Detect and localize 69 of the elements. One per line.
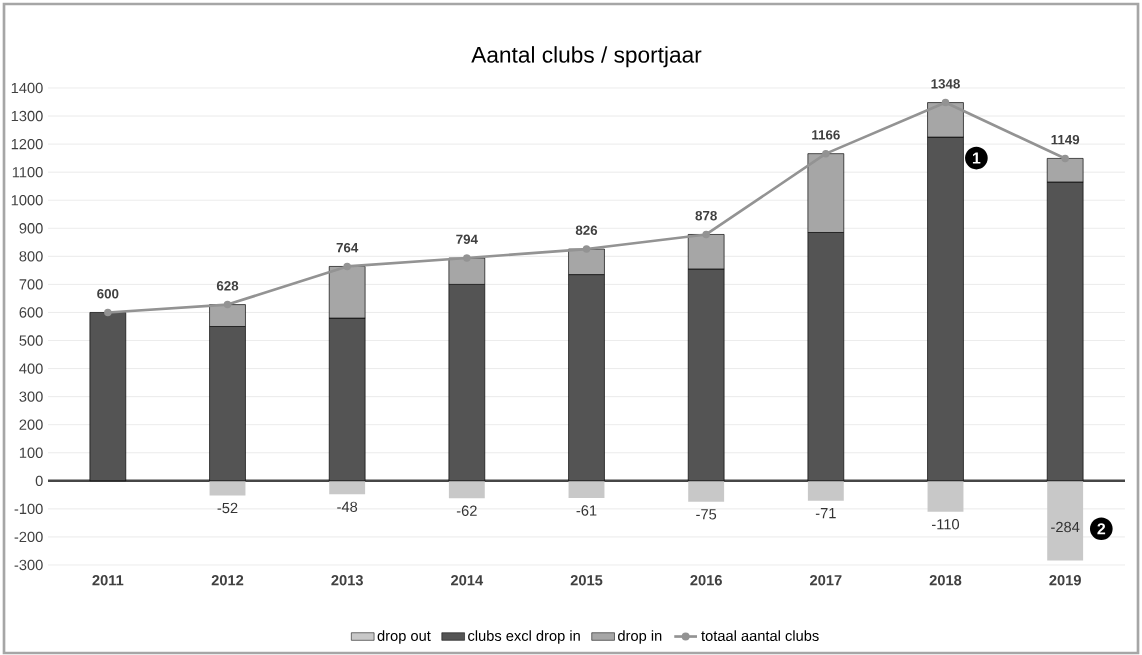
bar <box>688 480 725 502</box>
point <box>582 245 591 253</box>
x-tick-label: 2015 <box>570 575 603 586</box>
data-label: -71 <box>815 508 836 519</box>
y-tick-label: 900 <box>19 223 43 234</box>
point <box>463 254 471 262</box>
y-tick-label: 200 <box>19 419 43 430</box>
x-tick-label: 2012 <box>211 575 244 586</box>
point <box>223 300 232 309</box>
bar <box>1047 480 1084 561</box>
y-tick-label: -200 <box>14 531 43 543</box>
point <box>941 98 950 107</box>
y-tick-label: -300 <box>14 559 43 571</box>
x-tick-label: 2014 <box>451 575 484 586</box>
point <box>1061 154 1069 163</box>
y-tick-label: 600 <box>19 307 43 318</box>
data-label: 878 <box>695 210 717 221</box>
y-tick-label: 1300 <box>11 110 43 122</box>
bar <box>89 312 127 482</box>
point <box>343 262 351 271</box>
x-tick-label: 2019 <box>1049 575 1081 586</box>
annotation: 2 <box>1097 523 1106 535</box>
point <box>104 308 112 317</box>
legend-label: totaal aantal clubs <box>701 630 819 641</box>
bar <box>807 480 844 501</box>
point <box>702 230 710 239</box>
data-label: -62 <box>456 505 477 516</box>
y-tick-label: 400 <box>19 363 43 374</box>
bar <box>568 480 605 498</box>
x-tick-label: 2013 <box>331 575 363 586</box>
y-tick-label: 700 <box>19 279 43 290</box>
data-label: -52 <box>217 502 238 514</box>
y-tick-label: 300 <box>19 391 43 402</box>
legend-label: drop out <box>377 630 431 644</box>
bar <box>448 480 485 499</box>
x-tick-label: 2016 <box>690 575 722 586</box>
data-label: 628 <box>216 281 239 291</box>
bar <box>209 480 246 496</box>
y-tick-label: 1100 <box>12 166 43 178</box>
y-tick-label: 1400 <box>11 82 43 94</box>
x-tick-label: 2017 <box>810 575 842 586</box>
legend-label: drop in <box>618 630 662 644</box>
data-label: 600 <box>97 288 119 299</box>
annotation: 1 <box>972 152 981 164</box>
data-label: 1166 <box>812 130 840 140</box>
y-tick-label: 0 <box>35 475 43 487</box>
y-tick-label: 100 <box>19 447 43 458</box>
x-tick-label: 2011 <box>92 575 124 586</box>
data-label: 794 <box>456 234 478 244</box>
chart-title: Aantal clubs / sportjaar <box>471 46 702 68</box>
y-tick-label: 500 <box>19 335 43 346</box>
point <box>822 149 830 158</box>
bar <box>329 480 366 495</box>
data-label: -48 <box>337 501 358 513</box>
bar <box>927 480 964 512</box>
data-label: -284 <box>1051 521 1080 533</box>
y-tick-label: -100 <box>14 503 43 515</box>
x-tick-label: 2018 <box>929 575 962 586</box>
data-label: 764 <box>336 242 359 253</box>
data-label: 1348 <box>931 79 960 89</box>
legend-label: clubs excl drop in <box>468 630 580 644</box>
y-tick-label: 800 <box>19 251 43 262</box>
y-tick-label: 1200 <box>11 138 43 150</box>
data-label: -75 <box>696 509 717 520</box>
data-label: 826 <box>575 225 598 235</box>
data-label: -110 <box>932 519 960 530</box>
data-label: 1149 <box>1051 134 1080 145</box>
y-tick-label: 1000 <box>11 195 43 206</box>
data-label: -61 <box>576 505 597 516</box>
